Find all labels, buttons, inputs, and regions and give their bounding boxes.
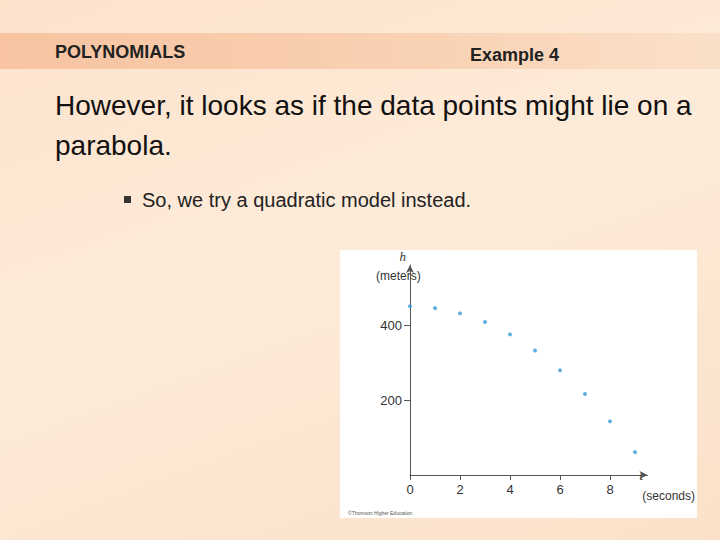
svg-text:h: h: [400, 250, 407, 264]
svg-text:8: 8: [606, 482, 613, 497]
svg-text:0: 0: [406, 482, 413, 497]
svg-text:(meters): (meters): [376, 269, 421, 283]
svg-text:4: 4: [506, 482, 513, 497]
html-text:Example 4: Example 4: [470, 45, 560, 65]
html-text:POLYNOMIALS: POLYNOMIALS: [55, 42, 186, 62]
html-text:So, we try a quadratic model i: So, we try a quadratic model instead.: [142, 189, 472, 211]
svg-text:t: t: [639, 467, 644, 483]
html-text:However, it looks as if the da: However, it looks as if the data points …: [55, 90, 692, 161]
svg-text:200: 200: [380, 393, 402, 408]
svg-text:©Thomson Higher Education: ©Thomson Higher Education: [348, 510, 412, 516]
svg-text:6: 6: [556, 482, 563, 497]
svg-text:400: 400: [380, 318, 402, 333]
svg-text:(seconds): (seconds): [642, 489, 695, 503]
svg-text:2: 2: [456, 482, 463, 497]
